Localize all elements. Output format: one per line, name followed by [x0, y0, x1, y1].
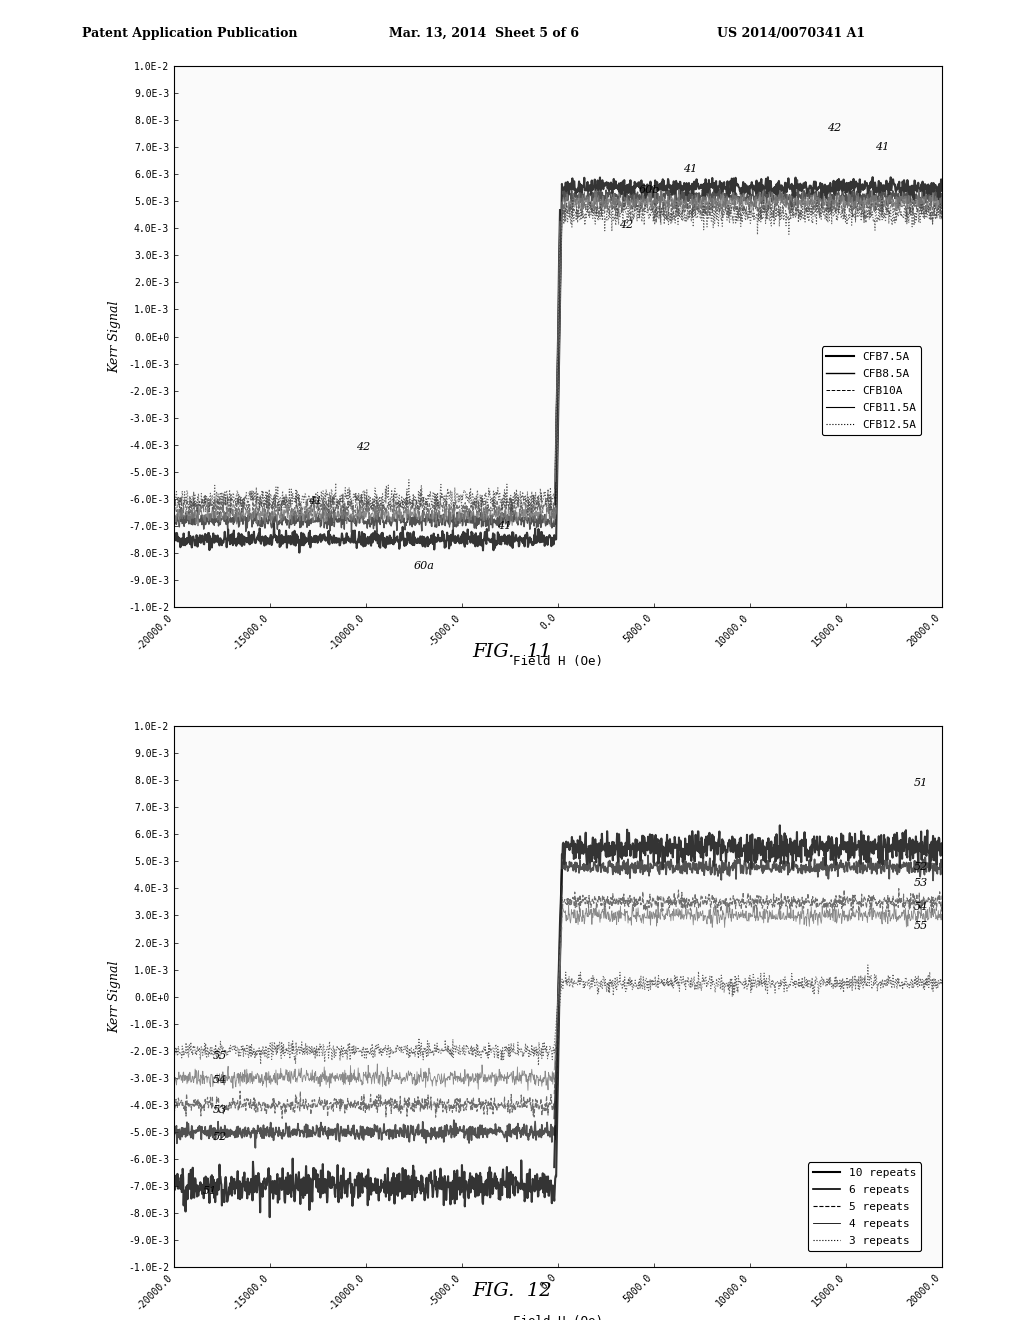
- Text: 41: 41: [497, 520, 511, 531]
- Text: 41: 41: [308, 496, 323, 507]
- Text: Mar. 13, 2014  Sheet 5 of 6: Mar. 13, 2014 Sheet 5 of 6: [389, 26, 580, 40]
- Text: US 2014/0070341 A1: US 2014/0070341 A1: [717, 26, 865, 40]
- Text: FIG.  12: FIG. 12: [472, 1282, 552, 1300]
- Text: 54: 54: [913, 902, 928, 912]
- Text: 52: 52: [913, 862, 928, 871]
- Text: FIG.  11: FIG. 11: [472, 643, 552, 661]
- Text: 51: 51: [913, 777, 928, 788]
- Text: 60a: 60a: [414, 561, 435, 572]
- Text: 52: 52: [213, 1133, 226, 1142]
- Text: 42: 42: [356, 442, 371, 453]
- X-axis label: Field H (Oe): Field H (Oe): [513, 1315, 603, 1320]
- Text: 53: 53: [913, 878, 928, 888]
- Legend: CFB7.5A, CFB8.5A, CFB10A, CFB11.5A, CFB12.5A: CFB7.5A, CFB8.5A, CFB10A, CFB11.5A, CFB1…: [821, 346, 922, 434]
- Text: 42: 42: [620, 220, 634, 230]
- Text: 55: 55: [213, 1051, 226, 1061]
- Text: 41: 41: [874, 141, 889, 152]
- Text: 60b: 60b: [639, 185, 660, 195]
- X-axis label: Field H (Oe): Field H (Oe): [513, 655, 603, 668]
- Text: 51: 51: [203, 1187, 217, 1196]
- Text: 41: 41: [683, 164, 697, 173]
- Legend: 10 repeats, 6 repeats, 5 repeats, 4 repeats, 3 repeats: 10 repeats, 6 repeats, 5 repeats, 4 repe…: [808, 1163, 922, 1251]
- Text: 55: 55: [913, 921, 928, 931]
- Text: 42: 42: [827, 123, 841, 133]
- Text: Patent Application Publication: Patent Application Publication: [82, 26, 297, 40]
- Y-axis label: Kerr Signal: Kerr Signal: [109, 961, 121, 1034]
- Y-axis label: Kerr Signal: Kerr Signal: [109, 300, 121, 372]
- Text: 54: 54: [213, 1076, 226, 1085]
- Text: 53: 53: [213, 1105, 226, 1115]
